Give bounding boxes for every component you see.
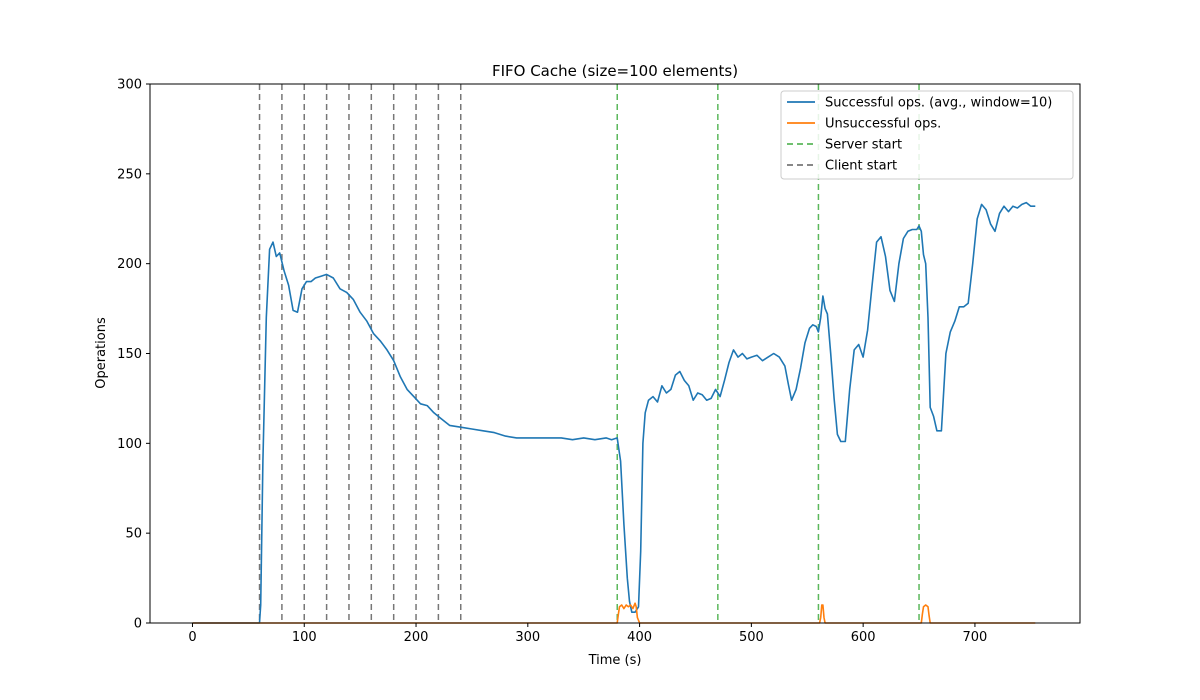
legend-label-unsuccessful: Unsuccessful ops.: [825, 117, 941, 132]
y-axis-label: Operations: [94, 317, 109, 389]
chart-title: FIFO Cache (size=100 elements): [492, 62, 738, 80]
x-tick-label-6: 600: [851, 630, 876, 645]
x-tick-label-4: 400: [627, 630, 652, 645]
y-tick-label-2: 100: [117, 437, 142, 452]
x-axis-label: Time (s): [588, 653, 642, 668]
y-tick-label-4: 200: [117, 257, 142, 272]
y-tick-label-1: 50: [125, 527, 142, 542]
y-tick-label-6: 300: [117, 78, 142, 93]
legend-box: [780, 90, 1074, 180]
x-tick-label-5: 500: [739, 630, 764, 645]
y-axis-ticks: 0 50 100 150 200 250 300: [117, 78, 150, 632]
y-tick-label-5: 250: [117, 167, 142, 182]
x-tick-label-1: 100: [292, 630, 317, 645]
series-successful-ops: [192, 201, 1036, 624]
legend-label-client-start: Client start: [825, 159, 897, 174]
x-tick-label-7: 700: [963, 630, 988, 645]
x-tick-label-0: 0: [188, 630, 196, 645]
legend-label-server-start: Server start: [825, 138, 902, 153]
x-axis-ticks: 0 100 200 300 400 500 600 700: [188, 623, 987, 645]
y-tick-label-0: 0: [134, 617, 142, 632]
x-tick-label-3: 300: [515, 630, 540, 645]
legend-label-successful: Successful ops. (avg., window=10): [825, 96, 1052, 111]
legend: Successful ops. (avg., window=10) Unsucce…: [780, 90, 1074, 180]
y-tick-label-3: 150: [117, 347, 142, 362]
x-tick-label-2: 200: [404, 630, 429, 645]
